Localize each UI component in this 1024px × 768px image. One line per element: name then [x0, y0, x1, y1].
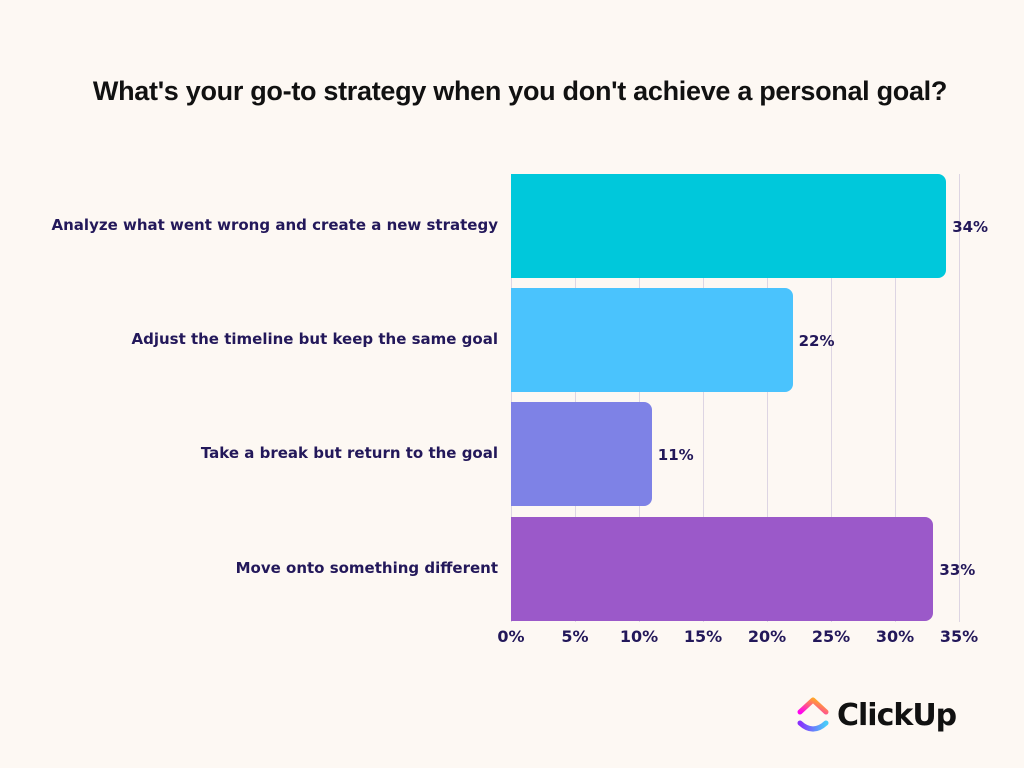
category-label: Take a break but return to the goal — [200, 444, 498, 462]
clickup-logo-icon — [797, 697, 829, 732]
gridline — [575, 174, 576, 622]
gridline — [639, 174, 640, 622]
x-tick: 10% — [619, 627, 659, 646]
gridline — [895, 174, 896, 622]
bar-analyze — [511, 174, 947, 278]
gridline — [703, 174, 704, 622]
value-label: 11% — [657, 446, 694, 464]
x-tick: 20% — [747, 627, 787, 646]
gridline — [511, 174, 512, 622]
bar-take-break — [511, 402, 652, 506]
gridline — [959, 174, 960, 622]
value-label: 33% — [939, 561, 976, 579]
gridline — [831, 174, 832, 622]
value-label: 22% — [798, 332, 835, 350]
clickup-logo: ClickUp — [797, 693, 957, 737]
clickup-logo-text: ClickUp — [837, 697, 957, 733]
bar-move-on — [511, 517, 934, 621]
x-tick: 35% — [939, 627, 979, 646]
x-tick: 5% — [561, 627, 589, 646]
chart-title: What's your go-to strategy when you don'… — [92, 76, 948, 106]
category-label: Analyze what went wrong and create a new… — [51, 216, 498, 234]
x-tick: 30% — [875, 627, 915, 646]
category-label: Move onto something different — [235, 559, 498, 577]
x-tick: 0% — [497, 627, 525, 646]
gridline — [767, 174, 768, 622]
x-tick: 15% — [683, 627, 723, 646]
category-label: Adjust the timeline but keep the same go… — [131, 330, 498, 348]
plot-area: 34% 22% 11% 33% — [511, 174, 988, 622]
value-label: 34% — [952, 218, 989, 236]
bar-adjust-timeline — [511, 288, 793, 392]
x-tick: 25% — [811, 627, 851, 646]
